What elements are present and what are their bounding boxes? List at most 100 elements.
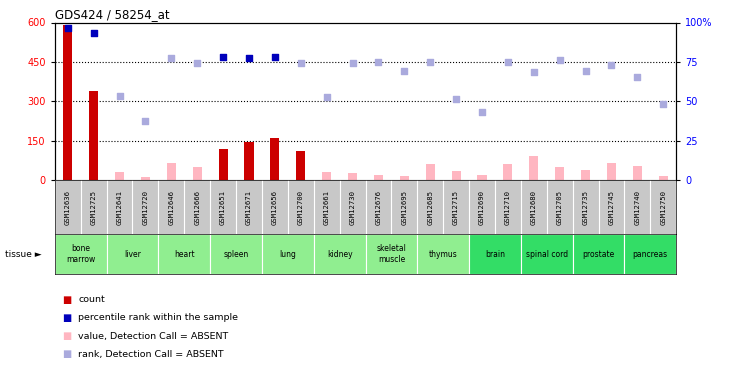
Text: bone
marrow: bone marrow	[66, 244, 95, 264]
Text: tissue ►: tissue ►	[5, 250, 42, 259]
Bar	[322, 172, 331, 180]
Text: GSM12745: GSM12745	[608, 190, 615, 225]
Bar	[244, 142, 254, 180]
Bar	[89, 91, 98, 180]
Bar	[624, 234, 676, 274]
Text: GSM12680: GSM12680	[531, 190, 537, 225]
Point	[605, 62, 617, 68]
Bar	[270, 138, 279, 180]
Text: GSM12671: GSM12671	[246, 190, 252, 225]
Bar	[504, 164, 512, 180]
Point	[269, 54, 281, 60]
Point	[554, 57, 566, 63]
Bar	[115, 172, 124, 180]
Bar	[374, 175, 383, 180]
Text: GSM12750: GSM12750	[660, 190, 666, 225]
Bar	[107, 234, 159, 274]
Point	[88, 30, 99, 36]
Point	[321, 94, 333, 100]
Point	[165, 55, 177, 61]
Bar	[659, 176, 667, 180]
Text: spleen: spleen	[224, 250, 249, 259]
Point	[632, 74, 643, 80]
Bar	[141, 177, 150, 180]
Text: GSM12636: GSM12636	[65, 190, 71, 225]
Bar	[159, 234, 211, 274]
Bar	[219, 148, 227, 180]
Point	[476, 109, 488, 115]
Text: pancreas: pancreas	[633, 250, 668, 259]
Point	[580, 68, 591, 74]
Bar	[211, 234, 262, 274]
Text: GSM12676: GSM12676	[376, 190, 382, 225]
Text: GSM12651: GSM12651	[220, 190, 226, 225]
Text: GSM12705: GSM12705	[557, 190, 563, 225]
Text: GSM12740: GSM12740	[635, 190, 640, 225]
Point	[114, 93, 126, 99]
Text: prostate: prostate	[583, 250, 615, 259]
Text: kidney: kidney	[327, 250, 352, 259]
Text: GSM12735: GSM12735	[583, 190, 588, 225]
Bar	[366, 234, 417, 274]
Text: ■: ■	[62, 331, 72, 341]
Text: ■: ■	[62, 295, 72, 305]
Point	[346, 60, 358, 66]
Text: brain: brain	[485, 250, 505, 259]
Text: lung: lung	[279, 250, 296, 259]
Point	[62, 25, 74, 31]
Bar	[607, 163, 616, 180]
Point	[502, 59, 514, 65]
Bar	[400, 176, 409, 180]
Text: skeletal
muscle: skeletal muscle	[376, 244, 406, 264]
Bar	[529, 156, 538, 180]
Text: GSM12695: GSM12695	[401, 190, 407, 225]
Text: GSM12661: GSM12661	[324, 190, 330, 225]
Text: GDS424 / 58254_at: GDS424 / 58254_at	[55, 8, 170, 21]
Text: liver: liver	[124, 250, 141, 259]
Text: GSM12700: GSM12700	[298, 190, 304, 225]
Text: GSM12730: GSM12730	[349, 190, 355, 225]
Text: GSM12641: GSM12641	[116, 190, 123, 225]
Text: GSM12715: GSM12715	[453, 190, 459, 225]
Text: GSM12725: GSM12725	[91, 190, 96, 225]
Text: GSM12690: GSM12690	[479, 190, 485, 225]
Point	[295, 60, 306, 66]
Point	[425, 59, 436, 65]
Bar	[452, 171, 461, 180]
Bar	[572, 234, 624, 274]
Text: ■: ■	[62, 349, 72, 359]
Text: ■: ■	[62, 313, 72, 323]
Text: value, Detection Call = ABSENT: value, Detection Call = ABSENT	[78, 332, 229, 340]
Bar	[193, 167, 202, 180]
Point	[243, 55, 255, 61]
Point	[450, 96, 462, 102]
Point	[373, 59, 385, 65]
Text: spinal cord: spinal cord	[526, 250, 568, 259]
Bar	[633, 166, 642, 180]
Bar	[521, 234, 572, 274]
Bar	[425, 164, 435, 180]
Text: rank, Detection Call = ABSENT: rank, Detection Call = ABSENT	[78, 350, 224, 358]
Text: GSM12666: GSM12666	[194, 190, 200, 225]
Point	[217, 54, 229, 60]
Bar	[581, 170, 590, 180]
Point	[528, 69, 539, 75]
Point	[398, 68, 410, 74]
Text: GSM12646: GSM12646	[168, 190, 174, 225]
Bar	[417, 234, 469, 274]
Bar	[64, 25, 72, 180]
Point	[657, 101, 669, 107]
Bar	[477, 175, 487, 180]
Bar	[296, 151, 306, 180]
Text: count: count	[78, 296, 105, 304]
Bar	[167, 163, 176, 180]
Bar	[314, 234, 366, 274]
Bar	[555, 167, 564, 180]
Bar	[262, 234, 314, 274]
Point	[192, 60, 203, 66]
Text: GSM12656: GSM12656	[272, 190, 278, 225]
Bar	[469, 234, 520, 274]
Bar	[348, 173, 357, 180]
Text: percentile rank within the sample: percentile rank within the sample	[78, 314, 238, 322]
Bar	[55, 234, 107, 274]
